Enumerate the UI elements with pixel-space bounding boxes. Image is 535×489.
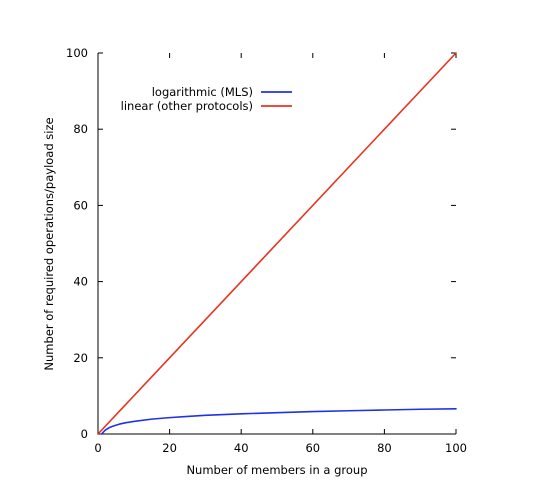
x-tick-label: 40: [234, 441, 249, 455]
legend: logarithmic (MLS)linear (other protocols…: [121, 85, 292, 113]
x-axis-label: Number of members in a group: [186, 463, 367, 477]
tick-labels: 0 20 40 60 80 100 0 20 40 60 80 100: [66, 46, 467, 455]
y-tick-label: 40: [73, 275, 88, 289]
x-tick-label: 60: [305, 441, 320, 455]
tick-marks: [97, 52, 457, 435]
plot-frame: [97, 53, 456, 435]
y-tick-label: 20: [73, 351, 88, 365]
y-tick-label: 60: [73, 198, 88, 212]
y-tick-label: 100: [66, 46, 88, 60]
x-tick-label: 80: [377, 441, 392, 455]
x-tick-label: 100: [445, 441, 467, 455]
series-lines: [97, 52, 457, 435]
x-tick-label: 20: [162, 441, 177, 455]
y-tick-label: 80: [73, 122, 88, 136]
series-line-1: [97, 52, 457, 435]
series-line-0: [100, 408, 457, 435]
y-tick-label: 0: [81, 427, 88, 441]
y-axis-label: Number of required operations/payload si…: [42, 117, 56, 370]
legend-label-0: logarithmic (MLS): [152, 85, 253, 99]
x-tick-label: 0: [94, 441, 101, 455]
legend-label-1: linear (other protocols): [121, 99, 253, 113]
